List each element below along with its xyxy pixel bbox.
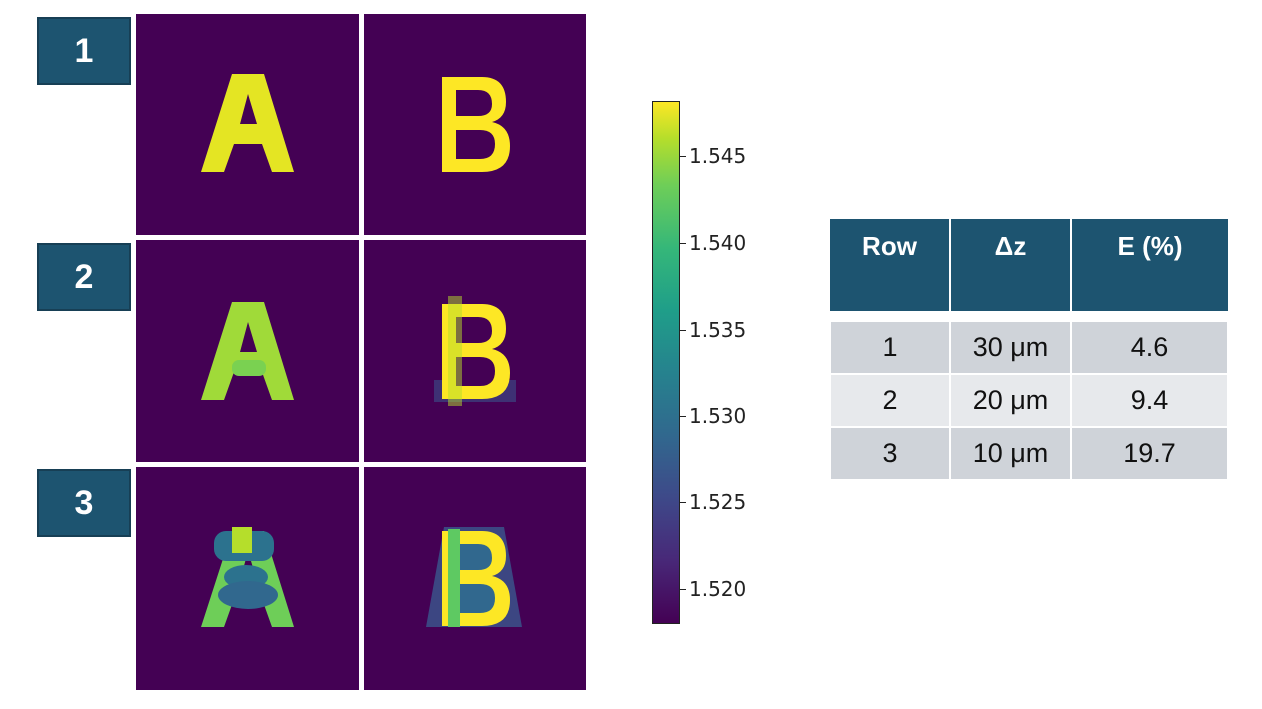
cell-row: 3	[829, 426, 951, 481]
row-3-badge: 3	[37, 469, 131, 537]
table-row: 2 20 μm 9.4	[829, 373, 1229, 428]
table-header-row: Row Δz E (%)	[830, 219, 1228, 311]
column-header-e: E (%)	[1070, 219, 1228, 311]
colorbar	[652, 101, 680, 624]
row-1-badge: 1	[37, 17, 131, 85]
results-table: Row Δz E (%) 1 30 μm 4.6 2 20 μm 9.4 3 1…	[829, 219, 1229, 481]
reconstruction-row3-letter-b	[364, 467, 586, 690]
colorbar-tick-label: 1.540	[689, 231, 747, 255]
reconstruction-row2-letter-a	[136, 240, 359, 462]
reconstruction-row1-letter-a	[136, 14, 359, 235]
cell-dz: 10 μm	[949, 426, 1072, 481]
colorbar-tick	[680, 416, 686, 417]
cell-row: 1	[829, 320, 951, 375]
cell-row: 2	[829, 373, 951, 428]
letter-b-image	[426, 527, 522, 627]
table-row: 3 10 μm 19.7	[829, 426, 1229, 481]
colorbar-tick	[680, 156, 686, 157]
reconstruction-row1-letter-b	[364, 14, 586, 235]
letter-b-image	[442, 77, 510, 172]
colorbar-tick-label: 1.530	[689, 404, 747, 428]
colorbar-tick	[680, 589, 686, 590]
cell-e: 19.7	[1070, 426, 1229, 481]
cell-dz: 30 μm	[949, 320, 1072, 375]
colorbar-tick-label: 1.525	[689, 490, 747, 514]
table-row: 1 30 μm 4.6	[829, 320, 1229, 375]
letter-a-image	[201, 527, 294, 627]
letter-a-image	[201, 302, 294, 400]
column-header-dz: Δz	[949, 219, 1072, 311]
letter-b-image	[434, 296, 516, 406]
cell-e: 9.4	[1070, 373, 1229, 428]
reconstruction-row2-letter-b	[364, 240, 586, 462]
column-header-row: Row	[830, 219, 951, 311]
colorbar-tick-label: 1.545	[689, 144, 747, 168]
colorbar-tick	[680, 243, 686, 244]
colorbar-tick-label: 1.535	[689, 318, 747, 342]
colorbar-tick	[680, 502, 686, 503]
letter-a-image	[201, 74, 294, 172]
row-2-badge: 2	[37, 243, 131, 311]
colorbar-tick-label: 1.520	[689, 577, 747, 601]
cell-dz: 20 μm	[949, 373, 1072, 428]
colorbar-tick	[680, 330, 686, 331]
cell-e: 4.6	[1070, 320, 1229, 375]
reconstruction-row3-letter-a	[136, 467, 359, 690]
